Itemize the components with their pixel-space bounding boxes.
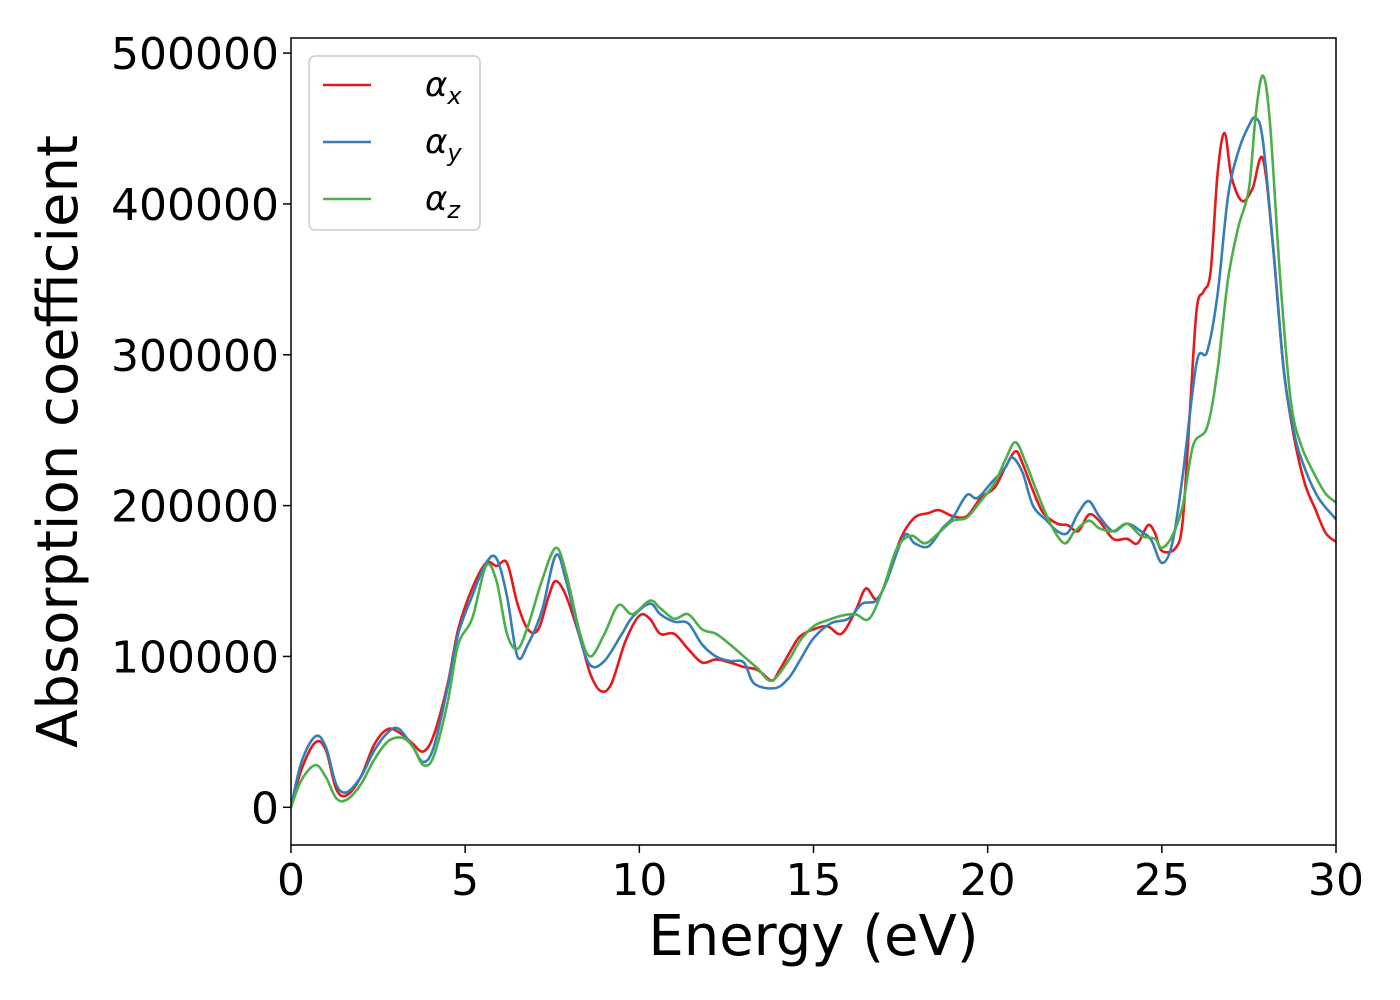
legend-label-z: αz [425, 179, 461, 224]
x-tick-label: 5 [451, 855, 479, 906]
legend-label-x: αx [425, 65, 462, 110]
legend: αx αy αz [308, 55, 481, 231]
y-tick-label: 500000 [111, 29, 279, 80]
y-axis-ticks: 0 100000 200000 300000 400000 500000 [111, 29, 291, 834]
y-tick-label: 100000 [111, 632, 279, 683]
x-tick-label: 15 [786, 855, 842, 906]
plot-area [291, 74, 1336, 808]
y-tick-label: 400000 [111, 180, 279, 231]
y-tick-label: 300000 [111, 331, 279, 382]
x-tick-label: 30 [1308, 855, 1364, 906]
legend-label-y: αy [425, 122, 462, 167]
x-tick-label: 20 [960, 855, 1016, 906]
x-axis-ticks: 0 5 10 15 20 25 30 [277, 845, 1364, 906]
series-line-z [291, 74, 1336, 808]
x-axis-label: Energy (eV) [648, 904, 978, 969]
x-tick-label: 25 [1134, 855, 1190, 906]
x-tick-label: 10 [611, 855, 667, 906]
y-axis-label: Absorption coefficient [26, 135, 91, 748]
series-line-y [291, 115, 1336, 808]
x-tick-label: 0 [277, 855, 305, 906]
y-tick-label: 200000 [111, 482, 279, 533]
y-tick-label: 0 [251, 783, 279, 834]
legend-box [308, 55, 481, 231]
